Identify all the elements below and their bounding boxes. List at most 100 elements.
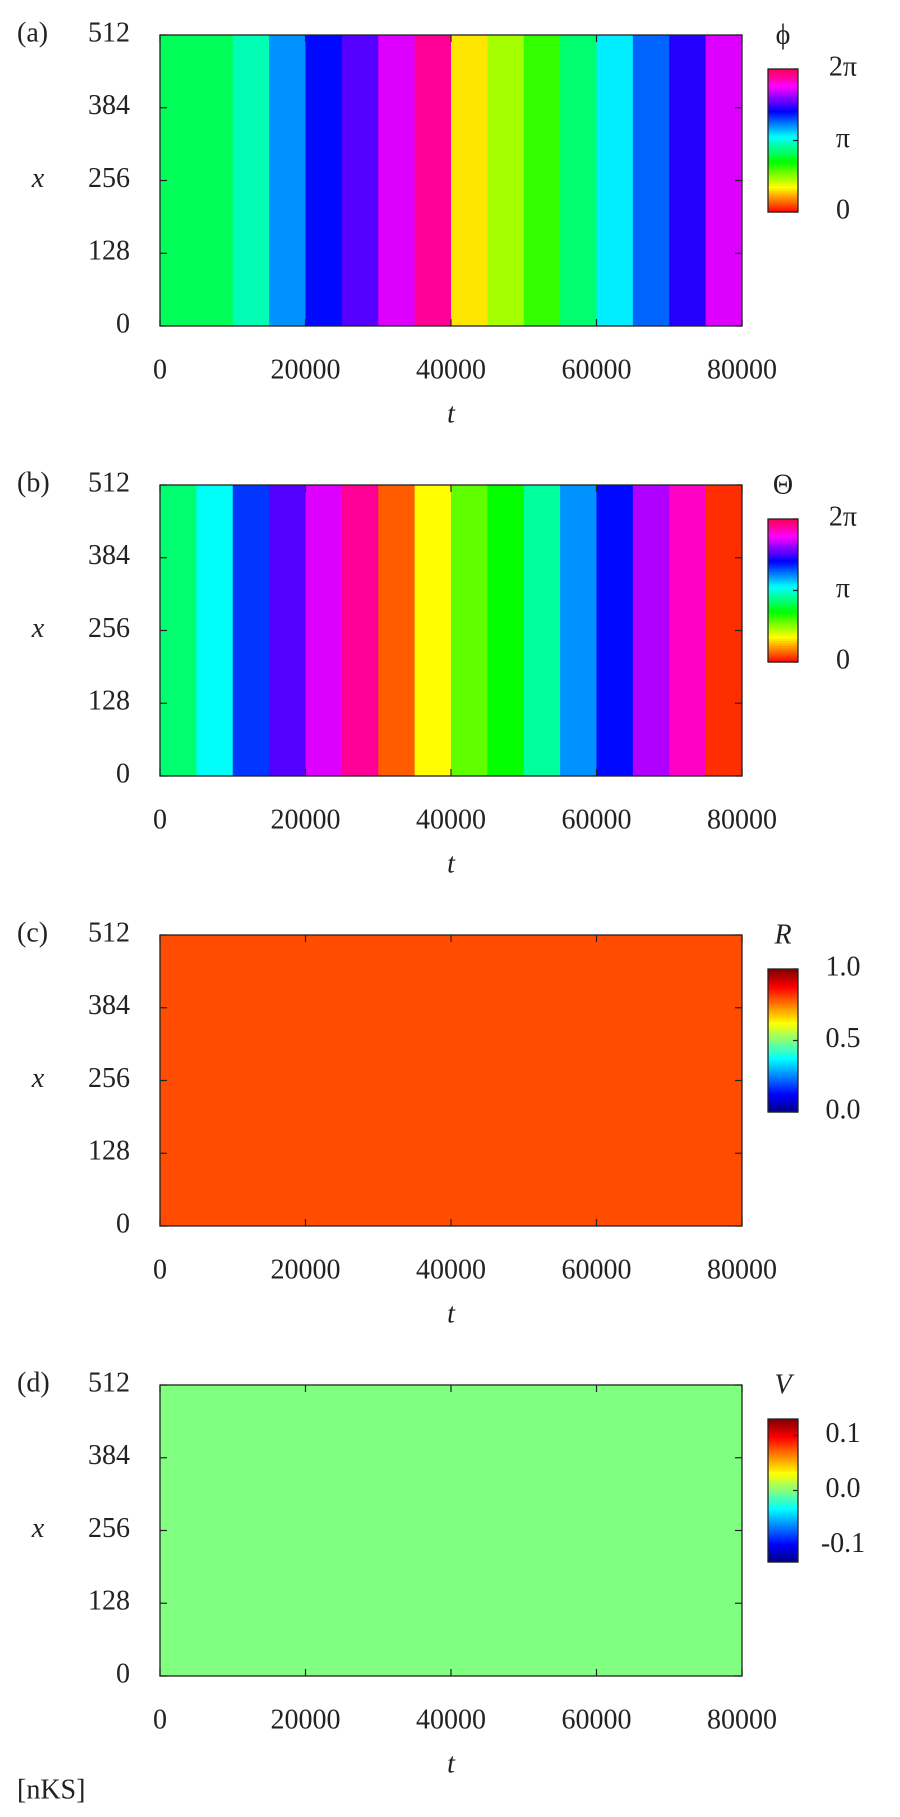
y-tick-label: 512 xyxy=(88,467,130,498)
colorbar-label: R xyxy=(773,919,791,950)
heat-cell xyxy=(196,935,234,1226)
x-tick-label: 0 xyxy=(153,1254,167,1285)
colorbar-slice xyxy=(768,1447,798,1451)
colorbar-slice xyxy=(768,971,798,975)
colorbar-slice xyxy=(768,1461,798,1465)
colorbar-slice xyxy=(768,619,798,623)
colorbar-slice xyxy=(768,69,798,72)
colorbar-slice xyxy=(768,1495,798,1499)
x-tick-label: 80000 xyxy=(707,354,777,385)
x-tick-label: 0 xyxy=(153,804,167,835)
colorbar-slice xyxy=(768,1535,798,1539)
heat-cell xyxy=(269,485,306,776)
colorbar-slice xyxy=(768,1064,798,1068)
colorbar-slice xyxy=(768,1035,798,1039)
panel: 0 20000 40000 60000 80000 0 128 256 384 512 (a) x t ϕ… xyxy=(17,17,857,429)
colorbar-slice xyxy=(768,140,798,144)
colorbar-slice xyxy=(768,995,798,999)
colorbar-slice xyxy=(768,1428,798,1432)
colorbar-slice xyxy=(768,1421,798,1425)
colorbar-slice xyxy=(768,1092,798,1096)
colorbar-slice xyxy=(768,102,798,106)
colorbar-slice xyxy=(768,569,798,573)
x-tick-label: 40000 xyxy=(416,354,486,385)
colorbar-slice xyxy=(768,590,798,594)
colorbar-slice xyxy=(768,1104,798,1108)
x-tick-label: 40000 xyxy=(416,1704,486,1735)
colorbar-slice xyxy=(768,1464,798,1468)
colorbar-slice xyxy=(768,538,798,542)
colorbar-slice xyxy=(768,142,798,146)
heat-cell xyxy=(414,1385,452,1676)
x-axis-label: t xyxy=(447,1298,456,1329)
colorbar-slice xyxy=(768,545,798,549)
panel-label: (a) xyxy=(17,17,48,48)
colorbar-slice xyxy=(768,1502,798,1506)
colorbar-tick-label: 1.0 xyxy=(826,951,861,982)
y-tick-label: 0 xyxy=(116,1208,130,1239)
colorbar-slice xyxy=(768,185,798,189)
heat-cell xyxy=(414,35,452,326)
heat-cell xyxy=(414,485,452,776)
colorbar-slice xyxy=(768,204,798,208)
heat-cell xyxy=(632,35,670,326)
colorbar-slice xyxy=(768,99,798,103)
colorbar-slice xyxy=(768,654,798,658)
colorbar-tick-label: 0 xyxy=(836,194,850,225)
colorbar-slice xyxy=(768,1435,798,1439)
colorbar-slice xyxy=(768,1552,798,1556)
colorbar-slice xyxy=(768,604,798,608)
colorbar-slice xyxy=(768,1026,798,1030)
colorbar-slice xyxy=(768,1483,798,1487)
heat-cell xyxy=(669,1385,707,1676)
heat-cell xyxy=(378,1385,416,1676)
colorbar-slice xyxy=(768,1007,798,1011)
y-axis-label: x xyxy=(31,613,45,644)
colorbar-slice xyxy=(768,197,798,201)
colorbar-slice xyxy=(768,547,798,551)
colorbar-slice xyxy=(768,76,798,80)
colorbar-slice xyxy=(768,626,798,630)
colorbar-slice xyxy=(768,564,798,568)
heat-cell xyxy=(341,1385,379,1676)
colorbar-slice xyxy=(768,1507,798,1511)
heat-cell xyxy=(523,35,561,326)
colorbar-slice xyxy=(768,1426,798,1430)
colorbar-slice xyxy=(768,521,798,525)
y-tick-label: 512 xyxy=(88,1367,130,1398)
colorbar-slice xyxy=(768,1511,798,1515)
heat-cell xyxy=(632,935,670,1226)
x-tick-label: 20000 xyxy=(271,354,341,385)
colorbar-slice xyxy=(768,116,798,120)
x-tick-label: 20000 xyxy=(271,1254,341,1285)
colorbar-slice xyxy=(768,631,798,634)
colorbar-slice xyxy=(768,528,798,532)
heat-cell xyxy=(269,1385,306,1676)
colorbar-slice xyxy=(768,1014,798,1018)
y-tick-label: 128 xyxy=(88,686,130,717)
y-tick-label: 0 xyxy=(116,308,130,339)
colorbar-slice xyxy=(768,133,798,137)
colorbar-tick-label: π xyxy=(836,123,850,154)
colorbar-slice xyxy=(768,1023,798,1027)
y-tick-label: 128 xyxy=(88,1136,130,1167)
panel: 0 20000 40000 60000 80000 0 128 256 384 512 (c) x t R… xyxy=(17,917,861,1329)
colorbar-slice xyxy=(768,109,798,113)
colorbar-slice xyxy=(768,92,798,96)
colorbar-slice xyxy=(768,1514,798,1518)
y-axis-label: x xyxy=(31,163,45,194)
colorbar-slice xyxy=(768,1442,798,1446)
colorbar-slice xyxy=(768,1057,798,1061)
colorbar-slice xyxy=(768,90,798,94)
heat-cell xyxy=(451,35,488,326)
colorbar-slice xyxy=(768,552,798,556)
colorbar-tick-label: 0.1 xyxy=(826,1418,861,1449)
colorbar-slice xyxy=(768,147,798,151)
colorbar-slice xyxy=(768,1073,798,1077)
y-tick-label: 0 xyxy=(116,758,130,789)
heat-cell xyxy=(451,1385,488,1676)
colorbar-slice xyxy=(768,1423,798,1427)
colorbar-label: V xyxy=(774,1369,794,1400)
colorbar-slice xyxy=(768,1021,798,1025)
